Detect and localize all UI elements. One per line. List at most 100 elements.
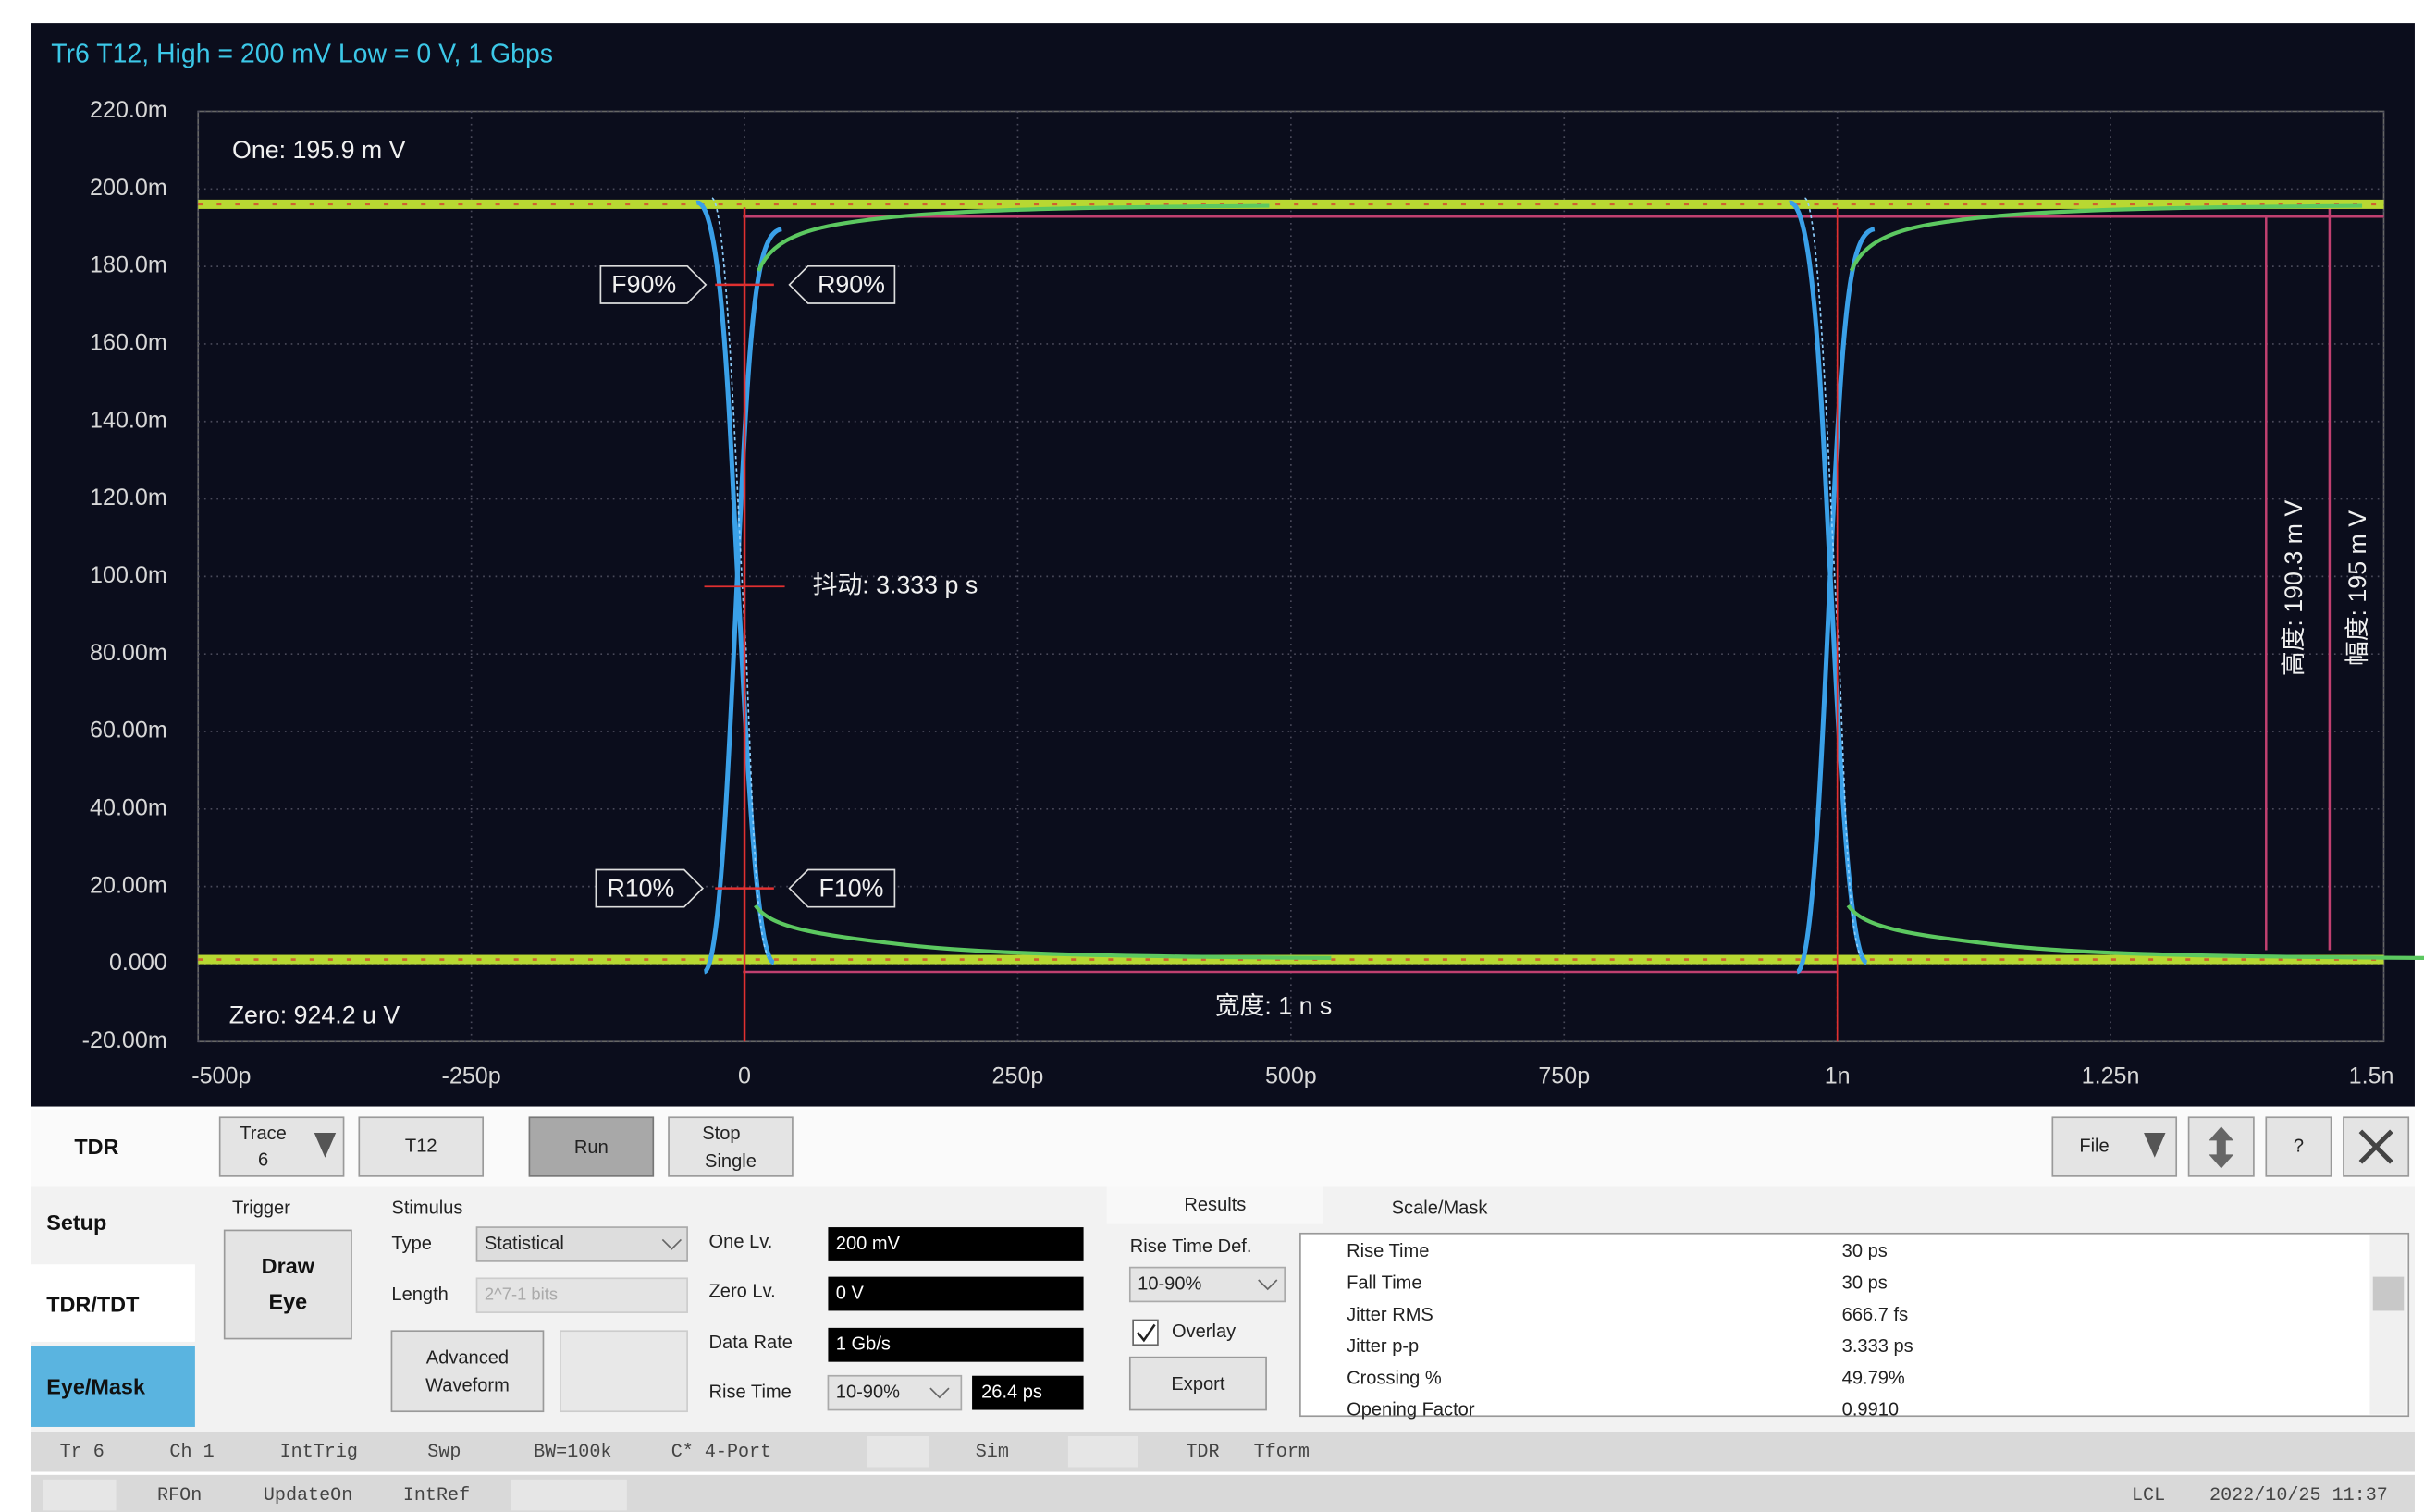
button-label: Export: [1171, 1374, 1224, 1395]
dropdown-arrow: [929, 1387, 950, 1399]
data-rate-field[interactable]: [828, 1327, 1084, 1362]
x-tick-label: -500p: [191, 1063, 251, 1088]
group-label: Trigger: [232, 1198, 290, 1218]
y-tick-label: -20.00m: [82, 1027, 167, 1053]
dropdown-arrow: [2144, 1132, 2166, 1158]
button-label: Eye: [268, 1289, 307, 1313]
x-tick-label: 500p: [1265, 1063, 1317, 1088]
flag: [599, 265, 708, 304]
field-value: Statistical: [485, 1234, 564, 1254]
tab-label[interactable]: Scale/Mask: [1392, 1198, 1489, 1218]
draw-eye-button[interactable]: [223, 1229, 352, 1340]
length-field: [475, 1277, 688, 1313]
button-label: File: [2079, 1136, 2109, 1156]
rise-def-dropdown[interactable]: [827, 1374, 963, 1411]
zero-level-label: Zero: 924.2 u V: [229, 1002, 400, 1029]
rise-time-field[interactable]: [972, 1375, 1084, 1410]
status-cells: Tr 6 Ch 1 IntTrig Swp BW=100k C* 4-Port Sim TDR…: [43, 1435, 2388, 1511]
flag: [788, 868, 896, 908]
result-value: 49.79%: [1842, 1368, 1905, 1388]
results-tab[interactable]: [1106, 1186, 1324, 1224]
status-item: IntRef: [403, 1485, 470, 1506]
field-label: Zero Lv.: [709, 1282, 776, 1302]
status-bar: [31, 1474, 2415, 1512]
y-tick-label: 100.0m: [90, 562, 167, 588]
flag-label: F10%: [819, 874, 884, 902]
run-button[interactable]: [528, 1116, 655, 1177]
tab[interactable]: TDR/TDT: [46, 1293, 140, 1317]
tab[interactable]: Setup: [46, 1211, 106, 1235]
dropdown-arrow: [314, 1132, 337, 1158]
one-level-field[interactable]: [828, 1227, 1084, 1261]
settle-trace: [754, 904, 1332, 960]
status-item: Swp: [427, 1442, 461, 1463]
type-dropdown[interactable]: [475, 1226, 688, 1262]
overlay-checkbox[interactable]: [1132, 1319, 1159, 1346]
button-label: Advanced: [426, 1348, 509, 1369]
result-value: 30 ps: [1842, 1241, 1888, 1261]
status-item: Tform: [1254, 1442, 1310, 1463]
help-button[interactable]: [2265, 1116, 2332, 1177]
field-value: 1 Gb/s: [836, 1334, 891, 1355]
status-item: UpdateOn: [264, 1485, 352, 1506]
flags: F90% R90% R10% F10%: [595, 265, 896, 908]
y-tick-label: 0.000: [109, 950, 167, 976]
status-item: Sim: [976, 1442, 1009, 1463]
close-icon: [2358, 1129, 2393, 1164]
button-label: Draw: [262, 1254, 315, 1278]
tab-selected[interactable]: [31, 1264, 195, 1342]
status-item: C* 4-Port: [671, 1442, 771, 1463]
y-tick-label: 20.00m: [90, 872, 167, 898]
zero-level-field[interactable]: [828, 1276, 1084, 1311]
status-item: TDR: [1186, 1442, 1219, 1463]
move-icon: [2209, 1126, 2234, 1169]
rise-def-dropdown[interactable]: [1128, 1266, 1286, 1303]
field-value: 10-90%: [836, 1382, 900, 1402]
result-value: 3.333 ps: [1842, 1336, 1913, 1357]
y-tick-label: 80.00m: [90, 640, 167, 666]
settle-trace: [757, 203, 1270, 272]
tab-label[interactable]: Results: [1184, 1195, 1246, 1215]
plot-title: Tr6 T12, High = 200 mV Low = 0 V, 1 Gbps: [51, 40, 553, 69]
height-label: 高度: 190.3 m V: [2280, 500, 2307, 677]
mode-label: TDR: [74, 1135, 118, 1159]
button-label: ?: [2294, 1136, 2304, 1156]
results-rows: Rise Time 30 ps Fall Time 30 ps Jitter RMS 66…: [1347, 1241, 1913, 1420]
status-cell-disabled: [867, 1435, 929, 1468]
eye-crossing: [695, 197, 1332, 975]
amplitude-label: 幅度: 195 m V: [2344, 510, 2371, 666]
y-tick-label: 120.0m: [90, 485, 167, 510]
t12-button[interactable]: [358, 1116, 485, 1177]
status-item: LCL: [2132, 1485, 2165, 1506]
status-item: Tr 6: [60, 1442, 105, 1463]
tab-highlight[interactable]: [31, 1346, 195, 1427]
status-item: RFOn: [157, 1485, 202, 1506]
scroll-thumb[interactable]: [2372, 1276, 2405, 1311]
result-value: 30 ps: [1842, 1272, 1888, 1293]
status-cell-disabled: [511, 1479, 627, 1511]
field-value: 26.4 ps: [981, 1382, 1042, 1402]
result-name: Crossing %: [1347, 1368, 1442, 1388]
tab[interactable]: Eye/Mask: [46, 1374, 146, 1398]
advanced-button[interactable]: [390, 1330, 545, 1413]
button-label: T12: [405, 1136, 437, 1156]
stop-button[interactable]: [668, 1116, 794, 1177]
y-tick-label: 140.0m: [90, 407, 167, 433]
export-button[interactable]: [1128, 1356, 1267, 1411]
flag: [595, 868, 705, 908]
one-level-label: One: 195.9 m V: [232, 136, 406, 164]
scrollbar[interactable]: [2369, 1235, 2407, 1415]
group-label: Stimulus: [391, 1198, 462, 1218]
one-level: [198, 199, 2384, 209]
field-label: One Lv.: [709, 1232, 773, 1252]
check: [1137, 1323, 1156, 1343]
flag-label: F90%: [611, 271, 676, 299]
button-label: Trace: [240, 1124, 287, 1144]
dropdown-arrow: [661, 1238, 683, 1250]
trace-button[interactable]: Trace 6: [218, 1116, 345, 1177]
button-label: Run: [574, 1137, 609, 1158]
dropdown-arrow: [1258, 1279, 1278, 1291]
